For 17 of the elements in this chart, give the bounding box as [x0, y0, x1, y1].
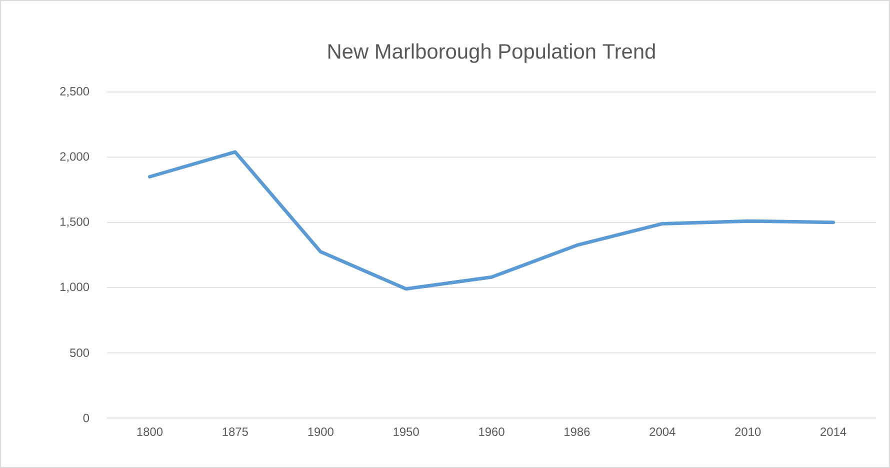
x-tick-label: 2004: [650, 428, 676, 436]
line-series: [148, 150, 836, 291]
chart-title: New Marlborough Population Trend: [328, 43, 655, 63]
x-tick-label: 1960: [479, 428, 504, 436]
x-tick-label: 1800: [137, 428, 163, 436]
x-tick-label: 1950: [394, 428, 419, 436]
y-tick-label: 500: [70, 348, 90, 358]
x-tick-label: 1900: [308, 428, 334, 436]
x-tick-label: 1986: [564, 428, 590, 436]
y-tick-label: 2,500: [60, 87, 90, 97]
y-tick-label: 0: [83, 414, 90, 422]
y-tick-label: 1,000: [60, 282, 90, 293]
y-tick-label: 2,000: [60, 152, 90, 162]
x-tick-label: 1875: [222, 428, 248, 436]
x-tick-label: 2014: [820, 428, 846, 436]
y-tick-label: 1,500: [60, 217, 90, 228]
x-tick-label: 2010: [735, 428, 761, 436]
